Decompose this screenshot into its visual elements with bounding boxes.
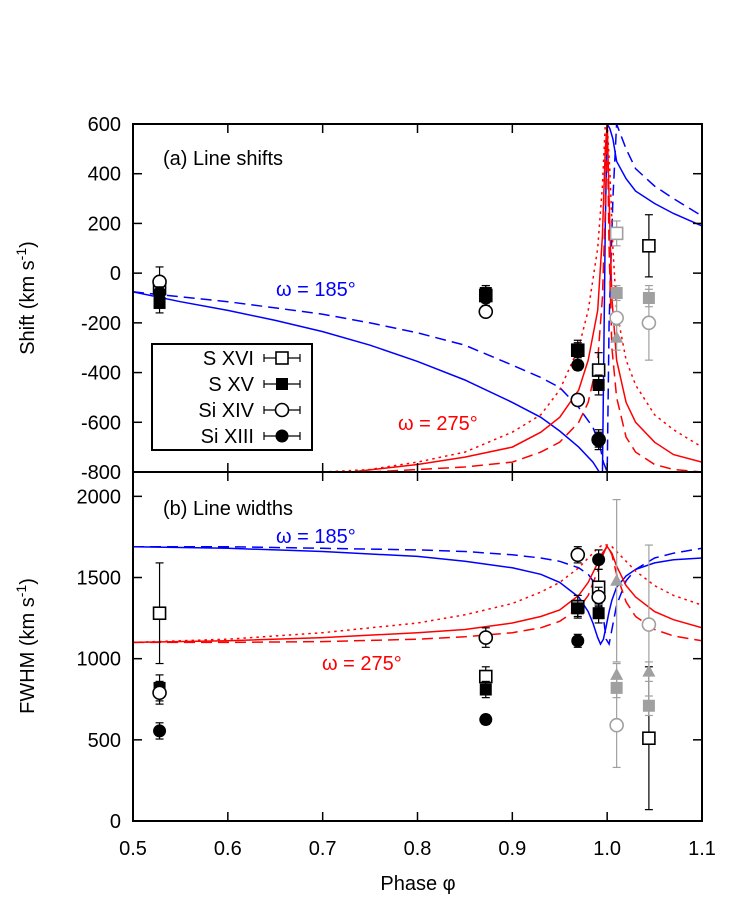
legend-label: Si XIV [198,400,254,422]
panel-b-model-curve-2 [133,545,702,644]
panel-a-point-open-square [642,239,656,253]
panel-a-model-curve-4 [322,124,702,472]
x-tick-label: 0.5 [119,838,147,860]
panel-b-point-open-circle [570,547,586,563]
panel-line-widths: (b) Line widths ω = 185° ω = 275° FWHM (… [13,471,703,833]
panel-b-point-open-circle [152,685,167,701]
legend: S XVI S XV Si XIV Si XIII [151,343,313,451]
panel-b-point-filled-square [642,699,655,712]
panel-a-point-filled-triangle [610,330,624,343]
panel-b-model-curve-0 [133,545,702,646]
x-tick-label: 0.9 [498,838,526,860]
panel-b-y-axis-title: FWHM (km s-1) [13,578,39,714]
panel-a-y-tick-label: 400 [88,164,121,186]
legend-marker-filled-circle [275,429,289,443]
panel-a-point-filled-square [592,379,605,391]
panel-b-omega-275-label: ω = 275° [322,653,402,675]
panel-a-point-filled-square [610,287,623,300]
panel-a-y-tick-label: -600 [81,412,121,434]
panel-a-model-curve-3 [370,124,702,472]
panel-a-y-tick-label: -200 [81,313,121,335]
legend-marker-open-circle [274,402,290,418]
panel-a-point-filled-square [153,296,166,309]
panel-a-model-curve-2 [351,124,702,472]
panel-b-title: (b) Line widths [163,498,293,520]
panel-b-point-filled-circle [153,724,167,738]
panel-a-point-filled-square [571,344,584,357]
panel-a-title: (a) Line shifts [163,148,283,170]
legend-label: S XVI [203,348,254,370]
panel-b-point-filled-circle [479,713,493,727]
panel-a-y-axis-title: Shift (km s-1) [13,241,39,355]
legend-label: Si XIII [201,426,254,448]
panel-b-point-filled-circle [592,553,606,567]
panel-b-point-filled-triangle [642,664,656,677]
panel-b-data-points [152,498,657,811]
panel-a-point-filled-circle [479,291,493,305]
panel-b-y-tick-label: 500 [88,730,121,752]
panel-a-y-tick-label: -800 [81,462,121,484]
panel-b-point-filled-circle [571,634,585,648]
panel-b-point-filled-square [571,602,584,615]
panel-b-point-open-circle [609,717,624,733]
panel-a-y-tick-label: -400 [81,363,121,385]
panel-b-point-open-circle [591,589,606,605]
panel-a-model-curve-0 [133,124,702,472]
panel-a-omega-275-label: ω = 275° [398,413,478,435]
x-tick-label: 0.6 [214,838,242,860]
panel-b-model-curve-1 [133,545,702,647]
panel-a-point-open-square [609,226,624,241]
panel-b-y-tick-label: 1500 [77,568,122,590]
panel-a-point-filled-circle [153,286,167,300]
panel-b-point-open-circle [641,617,657,632]
panel-a-point-open-square [591,363,606,377]
legend-marker-open-square [275,351,289,365]
panel-a-point-open-circle [478,304,494,319]
panel-a-data-points [152,214,657,451]
legend-marker-filled-square [276,378,288,390]
panel-b-y-tick-label: 2000 [77,486,122,508]
panel-a-y-tick-label: 200 [88,213,121,235]
x-tick-label: 1.1 [688,838,716,860]
panel-a-y-tick-label: 0 [110,263,121,285]
panel-b-point-filled-square [592,607,605,620]
panel-b-point-open-circle [478,630,494,645]
panel-b-point-filled-triangle [610,667,624,680]
panel-a-y-tick-label: 600 [88,114,121,136]
panel-b-omega-185-label: ω = 185° [276,526,356,548]
panel-a-point-filled-circle [571,358,585,372]
x-tick-label: 0.7 [309,838,337,860]
panel-b-point-open-square [478,669,493,684]
panel-a-point-open-circle [570,392,586,408]
panel-b-point-open-square [152,606,167,621]
panel-a-model-curve-1 [133,124,702,472]
x-tick-label: 1.0 [593,838,621,860]
panel-a-point-open-circle [609,310,624,326]
panel-a-point-open-circle [641,315,657,331]
panel-b-point-filled-square [479,683,492,696]
panel-a-model-curves [133,124,702,472]
panel-b-y-tick-label: 1000 [77,649,122,671]
x-tick-label: 0.8 [404,838,432,860]
panel-b-y-tick-label: 0 [110,811,121,833]
panel-a-point-filled-circle [592,433,606,447]
panel-b-model-curve-4 [133,544,702,644]
panel-a-omega-185-label: ω = 185° [276,279,356,301]
x-tick-labels: 0.5 0.6 0.7 0.8 0.9 1.0 1.1 [119,838,716,860]
x-axis-title: Phase φ [380,873,455,895]
panel-b-point-open-square [642,731,656,746]
legend-label: S XV [208,374,254,396]
panel-line-shifts: (a) Line shifts ω = 185° ω = 275° Shift … [13,114,703,484]
panel-b-point-filled-triangle [610,573,624,586]
